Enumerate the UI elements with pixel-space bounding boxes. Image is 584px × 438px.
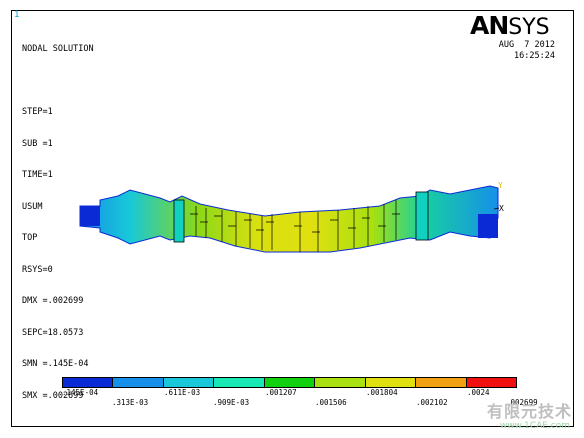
legend-label: .611E-03 — [164, 388, 201, 397]
legend-swatch — [63, 378, 114, 387]
legend-swatch — [214, 378, 265, 387]
info-line: SEPC=18.0573 — [22, 327, 84, 338]
legend-swatch — [416, 378, 467, 387]
watermark-text: 有限元技术 — [486, 402, 572, 421]
legend-label: .909E-03 — [213, 398, 250, 407]
legend-swatch — [315, 378, 366, 387]
legend-swatch — [163, 378, 215, 387]
legend-swatch — [365, 378, 417, 387]
left-end — [80, 206, 100, 226]
ansys-logo: ANSYS — [470, 11, 550, 40]
legend-label: .002102 — [416, 398, 448, 407]
solution-info: NODAL SOLUTION STEP=1 SUB =1 TIME=1 USUM… — [22, 23, 94, 412]
legend-swatch — [264, 378, 316, 387]
legend-label: .002699 — [506, 398, 538, 407]
legend-swatch — [113, 378, 164, 387]
info-line: RSYS=0 — [22, 264, 53, 275]
legend-label: .001207 — [265, 388, 297, 397]
legend-label: .001506 — [315, 398, 347, 407]
info-line: SMN =.145E-04 — [22, 359, 89, 369]
legend-swatch — [466, 378, 516, 387]
legend-bar — [62, 377, 517, 388]
date-text: AUG 7 2012 — [498, 40, 555, 50]
info-line: STEP=1 — [22, 107, 53, 117]
legend-label: .145E-04 — [62, 388, 99, 397]
y-axis-label: Y — [498, 181, 503, 190]
time-text: 16:25:24 — [514, 51, 555, 61]
x-axis-label: X — [499, 204, 504, 213]
info-line: USUM — [22, 201, 43, 212]
legend-label: .001804 — [366, 388, 398, 397]
info-line: DMX =.002699 — [22, 296, 84, 306]
shaft-body — [79, 185, 499, 253]
window-number: 1 — [14, 10, 20, 20]
info-line: NODAL SOLUTION — [22, 44, 94, 54]
legend-label: .313E-03 — [112, 398, 149, 407]
legend-label: .0024 — [467, 388, 490, 397]
date-time: AUG 7 2012 16:25:24 — [499, 40, 555, 62]
info-line: TIME=1 — [22, 170, 53, 180]
info-line: SMX =.002699 — [22, 390, 84, 401]
flange — [173, 199, 185, 243]
wire-detail — [190, 200, 400, 252]
info-line: TOP — [22, 233, 38, 243]
info-line: SUB =1 — [22, 138, 53, 149]
watermark-url: www.1CAE.com — [499, 421, 570, 431]
right-end — [478, 214, 498, 238]
flange — [415, 191, 429, 241]
